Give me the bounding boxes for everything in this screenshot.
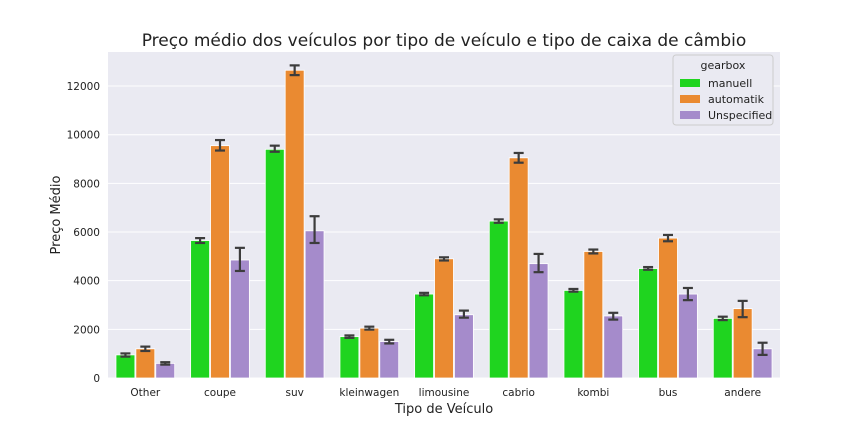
- error-bar: [195, 237, 206, 245]
- y-tick-label: 8000: [73, 178, 100, 190]
- bars: [115, 69, 773, 379]
- error-bar: [513, 151, 524, 164]
- y-axis-ticks: 0 2000 4000 6000 8000 10000 12000: [67, 81, 100, 385]
- bar-manuell-cabrio: [488, 220, 509, 379]
- legend-swatch: [680, 111, 700, 119]
- x-axis-ticks: Other coupe suv kleinwagen limousine cabrio ko…: [130, 387, 761, 399]
- error-bar: [140, 345, 151, 353]
- bar-automatik-coupe: [210, 145, 230, 379]
- legend-title: gearbox: [701, 59, 746, 72]
- error-bar: [663, 233, 673, 243]
- legend-swatch: [680, 95, 700, 103]
- error-bar: [533, 252, 544, 274]
- y-tick-label: 10000: [67, 130, 100, 142]
- bar-manuell-kleinwagen: [339, 336, 360, 379]
- error-bar: [234, 246, 245, 273]
- bar-automatik-andere: [732, 308, 753, 379]
- x-tick-label: andere: [724, 387, 761, 399]
- error-bar: [493, 218, 504, 224]
- bar-automatik-limousine: [434, 258, 454, 379]
- x-tick-label: limousine: [419, 387, 470, 399]
- error-bar: [364, 325, 375, 331]
- legend: gearbox manuell automatik Unspecified: [672, 54, 774, 126]
- bar-manuell-other: [115, 354, 136, 379]
- bar-unspecified-coupe: [230, 259, 250, 379]
- y-tick-label: 2000: [73, 324, 100, 336]
- error-bar: [160, 361, 171, 366]
- bar-unspecified-limousine: [454, 314, 474, 379]
- error-bar: [120, 352, 131, 358]
- bar-automatik-cabrio: [508, 157, 529, 379]
- y-tick-label: 0: [93, 373, 100, 385]
- error-bar: [215, 138, 225, 152]
- error-bar: [717, 315, 728, 322]
- error-bar: [439, 256, 449, 262]
- error-bar: [384, 338, 395, 345]
- error-bar: [289, 64, 300, 77]
- bar-automatik-bus: [658, 237, 678, 379]
- error-bar: [588, 248, 599, 255]
- error-bar: [419, 291, 430, 297]
- bar-manuell-andere: [712, 317, 733, 379]
- bar-manuell-kombi: [563, 290, 584, 379]
- legend-label: Unspecified: [708, 109, 772, 122]
- error-bar: [309, 215, 320, 245]
- error-bars: [120, 64, 768, 366]
- y-tick-label: 12000: [67, 81, 100, 93]
- legend-swatch: [680, 79, 700, 87]
- x-tick-label: coupe: [204, 387, 236, 399]
- y-tick-label: 6000: [73, 227, 100, 239]
- error-bar: [682, 286, 693, 302]
- x-tick-label: cabrio: [502, 387, 535, 399]
- x-tick-label: suv: [285, 387, 303, 399]
- bar-manuell-bus: [638, 268, 658, 379]
- x-tick-label: bus: [659, 387, 678, 399]
- legend-label: automatik: [708, 93, 765, 106]
- error-bar: [458, 309, 469, 319]
- y-tick-label: 4000: [73, 276, 100, 288]
- bar-manuell-coupe: [190, 240, 210, 379]
- bar-automatik-suv: [284, 69, 305, 379]
- legend-items: manuell automatik Unspecified: [680, 77, 772, 122]
- bar-unspecified-kombi: [603, 315, 624, 379]
- legend-label: manuell: [708, 77, 752, 90]
- x-tick-label: Other: [130, 387, 160, 399]
- bar-automatik-other: [135, 348, 156, 379]
- bar-unspecified-bus: [678, 293, 698, 379]
- error-bar: [344, 334, 355, 339]
- x-tick-label: kleinwagen: [339, 387, 399, 399]
- y-axis-label: Preço Médio: [49, 175, 64, 254]
- error-bar: [568, 287, 579, 293]
- bar-unspecified-kleinwagen: [379, 341, 400, 379]
- bar-manuell-limousine: [414, 293, 434, 379]
- error-bar: [643, 265, 654, 271]
- bar-unspecified-suv: [304, 230, 325, 379]
- error-bar: [737, 299, 748, 319]
- bar-unspecified-cabrio: [528, 263, 549, 379]
- bar-automatik-kombi: [583, 251, 604, 379]
- error-bar: [269, 144, 280, 153]
- legend-box: [672, 54, 774, 126]
- x-axis-label: Tipo de Veículo: [394, 402, 493, 417]
- bar-automatik-kleinwagen: [359, 327, 380, 379]
- error-bar: [757, 341, 768, 356]
- x-tick-label: kombi: [577, 387, 609, 399]
- bar-manuell-suv: [264, 148, 285, 379]
- error-bar: [608, 311, 619, 321]
- chart-title: Preço médio dos veículos por tipo de veí…: [142, 31, 747, 51]
